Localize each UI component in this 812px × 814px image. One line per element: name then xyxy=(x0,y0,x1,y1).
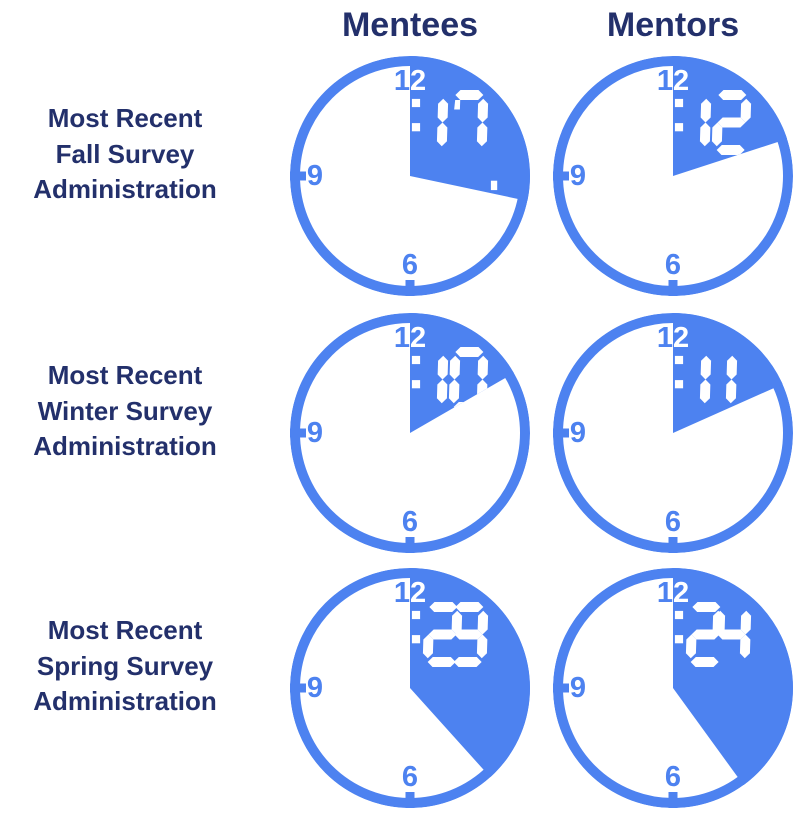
svg-text:9: 9 xyxy=(307,160,323,192)
svg-text:6: 6 xyxy=(665,506,681,538)
svg-text:9: 9 xyxy=(307,672,323,704)
svg-text:6: 6 xyxy=(402,506,418,538)
svg-text:9: 9 xyxy=(307,417,323,449)
svg-text:9: 9 xyxy=(570,672,586,704)
svg-text:9: 9 xyxy=(570,160,586,192)
svg-text:6: 6 xyxy=(402,249,418,281)
svg-text:6: 6 xyxy=(665,761,681,793)
svg-text:6: 6 xyxy=(402,761,418,793)
svg-text:6: 6 xyxy=(665,249,681,281)
svg-text:9: 9 xyxy=(570,417,586,449)
